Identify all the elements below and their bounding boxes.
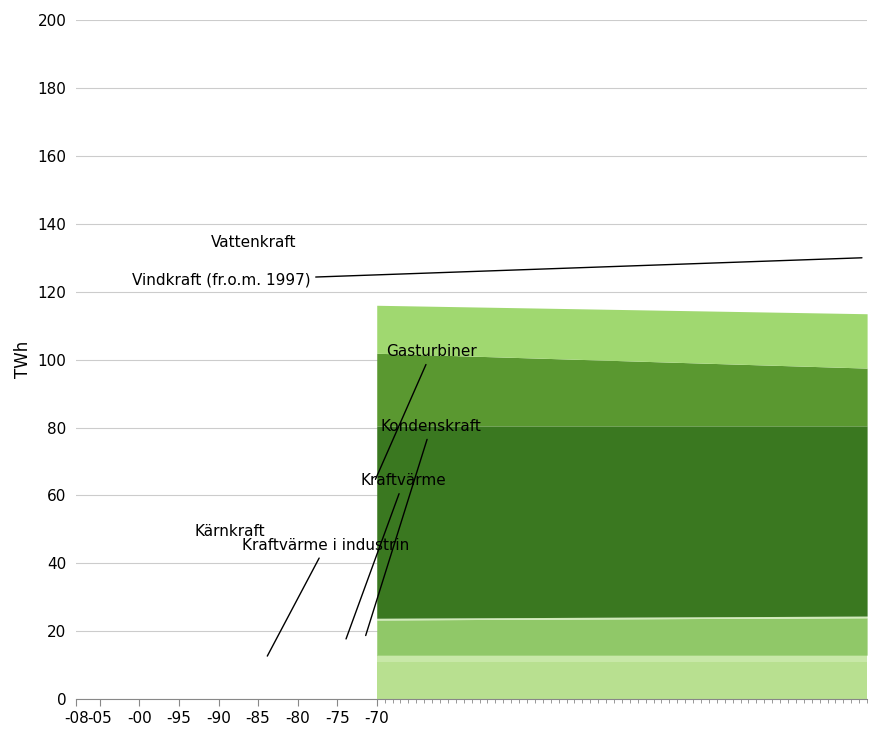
Text: Kraftvärme: Kraftvärme xyxy=(346,474,447,639)
Text: Gasturbiner: Gasturbiner xyxy=(375,344,477,480)
Text: Kärnkraft: Kärnkraft xyxy=(195,524,265,539)
Text: Vattenkraft: Vattenkraft xyxy=(211,235,296,251)
Text: Kraftvärme i industrin: Kraftvärme i industrin xyxy=(242,538,410,656)
Text: Kondenskraft: Kondenskraft xyxy=(366,419,482,636)
Text: Vindkraft (fr.o.m. 1997): Vindkraft (fr.o.m. 1997) xyxy=(131,258,862,288)
Y-axis label: TWh: TWh xyxy=(14,341,32,378)
